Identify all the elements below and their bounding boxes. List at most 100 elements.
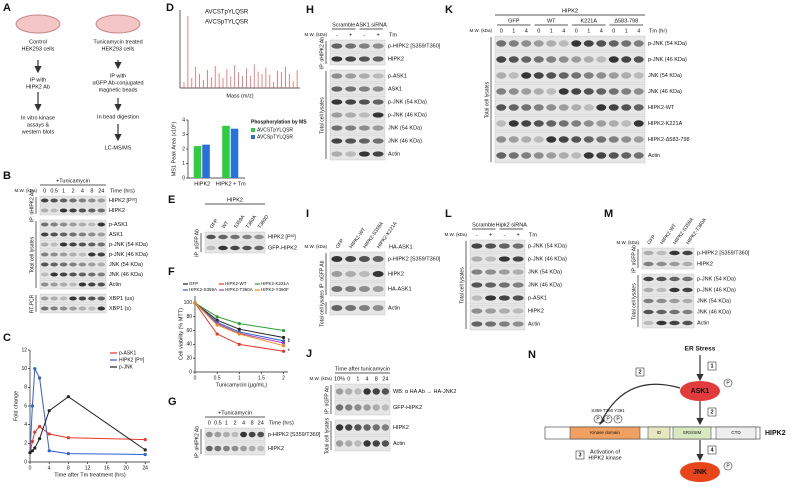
- blot-strip: [329, 251, 386, 267]
- band: [88, 208, 96, 213]
- band: [508, 136, 519, 143]
- band: [546, 72, 557, 79]
- lane-label: 4: [242, 420, 245, 426]
- panel-letter: L: [445, 208, 452, 220]
- step-box: [707, 445, 717, 455]
- band: [78, 296, 87, 301]
- x-tick-label: HIPK2: [194, 181, 210, 187]
- band: [372, 73, 384, 79]
- band: [521, 40, 532, 47]
- panel-letter: A: [3, 2, 11, 14]
- band-label: HIPK2-Δ583-798: [648, 137, 690, 143]
- band: [97, 198, 106, 203]
- x-tick-label: 4: [48, 465, 51, 471]
- blot-strip: [641, 295, 695, 307]
- band-label: p-JNK (46 KDa): [109, 252, 148, 258]
- lane-label: 0: [347, 376, 350, 382]
- band: [643, 261, 654, 267]
- band: [345, 271, 357, 277]
- band: [242, 245, 252, 251]
- band: [583, 72, 594, 79]
- blot-strip: [469, 317, 526, 331]
- band: [345, 56, 357, 62]
- lane-label: 0.5: [50, 188, 58, 194]
- band: [97, 282, 106, 287]
- band: [608, 136, 619, 143]
- domain: [715, 426, 757, 440]
- band: [345, 256, 357, 262]
- lane-group-label: K221A: [580, 18, 597, 24]
- data-point: [30, 449, 34, 453]
- blot-header: +Tunicamycin: [218, 410, 252, 416]
- y-tick-label: 0: [189, 369, 192, 375]
- band: [40, 208, 49, 213]
- blot-strip: [494, 83, 646, 100]
- band: [656, 287, 667, 293]
- lane-label: 0: [43, 188, 46, 194]
- band: [69, 232, 77, 237]
- band: [372, 151, 384, 157]
- blot-strip: [334, 419, 391, 436]
- x-tick-label: 24: [142, 465, 148, 471]
- step-label: IP with: [30, 77, 46, 83]
- band: [596, 56, 607, 63]
- band: [50, 262, 58, 267]
- step-label: αGFP Ab-conjugated: [92, 80, 143, 86]
- data-point: [237, 342, 241, 346]
- band: [596, 120, 607, 127]
- band: [206, 245, 216, 251]
- band: [78, 208, 87, 213]
- legend-label: HIPK2 [P³²]: [119, 357, 145, 363]
- y-axis-label: Fold change: [13, 391, 19, 421]
- band: [88, 232, 96, 237]
- band-label: JNK (46 KDa): [109, 272, 143, 278]
- lane-axis-label: Tm: [389, 32, 397, 38]
- band: [533, 72, 544, 79]
- band: [88, 306, 96, 311]
- series-line: [194, 302, 284, 338]
- data-point: [66, 395, 70, 399]
- band-label: p-ASK1: [528, 295, 547, 301]
- band: [656, 298, 667, 304]
- data-point: [193, 301, 197, 305]
- blot-header: HIPK2: [562, 8, 578, 14]
- band: [78, 198, 87, 203]
- lane-group-label: Hipk2 siRNA: [496, 222, 528, 228]
- step-label: IP with: [110, 73, 126, 79]
- phospho-label: P: [606, 416, 610, 422]
- band: [242, 234, 252, 240]
- data-point: [237, 327, 241, 331]
- data-point: [215, 332, 219, 336]
- group-label: RT-PCR: [29, 294, 35, 313]
- blot-strip: [39, 259, 107, 270]
- band: [669, 250, 680, 256]
- band: [372, 125, 384, 131]
- band: [331, 256, 343, 262]
- group-label: Total cell lysates: [319, 97, 325, 134]
- phospho-label: P: [596, 416, 600, 422]
- band: [358, 256, 370, 262]
- band: [345, 138, 357, 144]
- band-label: p-HIPK2 [S359/T360]: [388, 256, 441, 262]
- band: [230, 245, 240, 251]
- band: [88, 198, 96, 203]
- lane-label: 24: [98, 188, 104, 194]
- lane-label: 8: [251, 420, 254, 426]
- x-tick-label: 2: [282, 375, 285, 381]
- lane-axis-label: Time (hrs): [110, 188, 135, 194]
- domain-label: Kinase domain: [590, 430, 620, 435]
- band-label: GFP-HIPK2: [268, 245, 297, 251]
- blot-strip: [329, 281, 386, 297]
- blot-strip: [334, 399, 391, 416]
- band: [97, 242, 106, 247]
- panel-letter: E: [168, 194, 175, 206]
- band: [50, 198, 58, 203]
- activation-label: HIPK2 kinase: [588, 455, 621, 461]
- band: [583, 152, 594, 159]
- band: [608, 56, 619, 63]
- band: [358, 286, 370, 292]
- band: [521, 72, 532, 79]
- group-label: IP: αGFP Ab: [631, 245, 637, 273]
- lane-label: 4: [525, 28, 528, 34]
